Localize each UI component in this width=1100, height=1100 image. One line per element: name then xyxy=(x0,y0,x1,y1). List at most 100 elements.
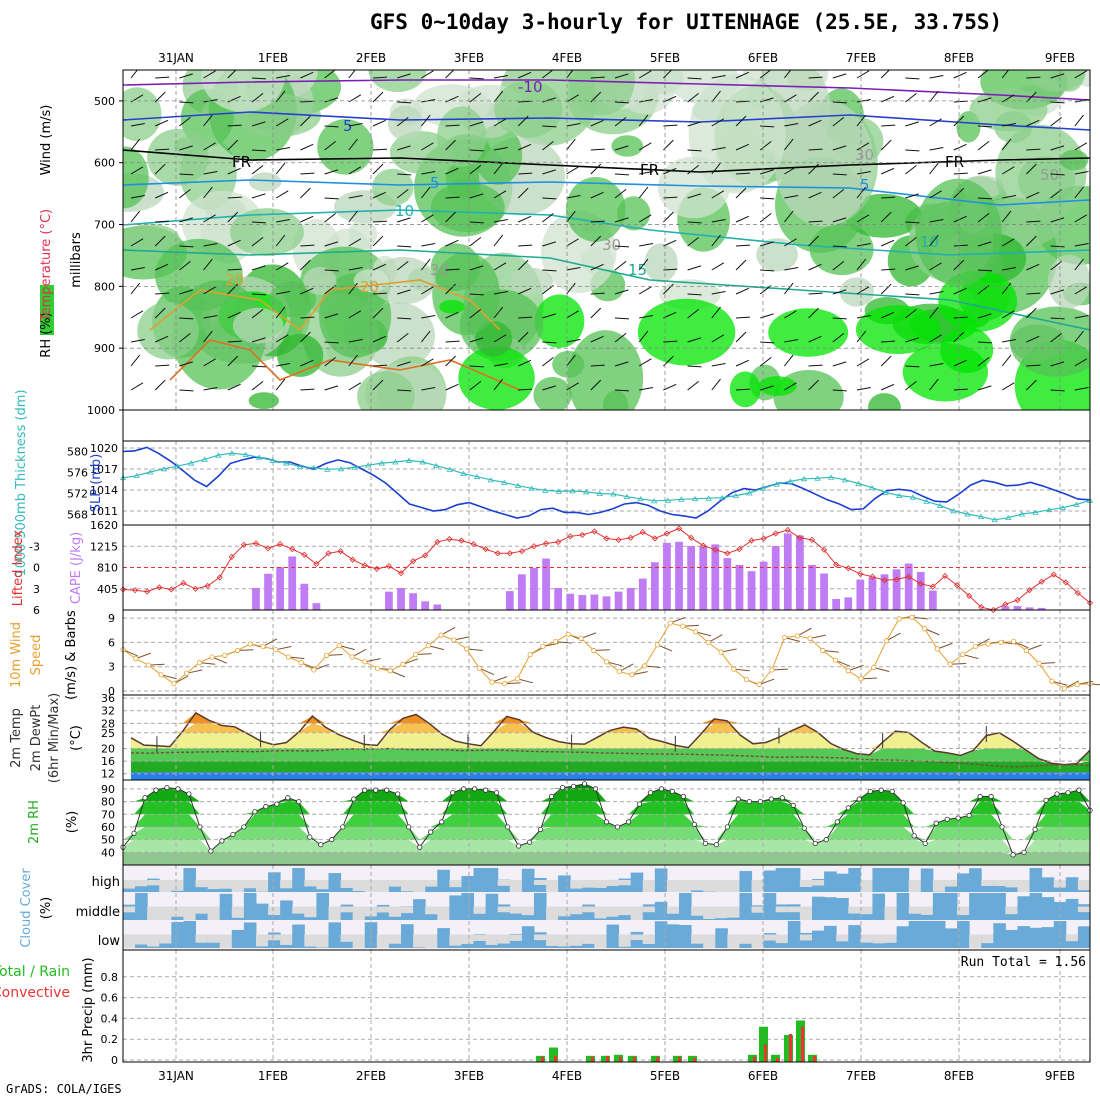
cloud-cell xyxy=(243,922,257,948)
wind-barb xyxy=(905,149,920,152)
lifted-index-point xyxy=(361,562,368,569)
wind-speed-point xyxy=(794,633,800,639)
cloud-partial xyxy=(703,906,716,919)
wind-speed-point xyxy=(463,646,470,652)
wind-speed-point xyxy=(145,662,152,668)
cloud-partial xyxy=(425,906,438,915)
wind-barb xyxy=(687,165,699,175)
cape-bar xyxy=(397,587,405,610)
rh-blob xyxy=(995,124,1087,222)
lifted-index-point xyxy=(156,584,163,591)
lifted-index-point xyxy=(397,570,405,577)
wind-barb xyxy=(977,285,990,295)
wind-barb xyxy=(445,268,460,271)
wind-speed-point xyxy=(273,647,279,653)
wind-barb xyxy=(348,166,362,175)
wind-barb xyxy=(687,365,702,368)
wind-barb xyxy=(929,334,942,343)
wind-speed-point xyxy=(883,638,890,644)
wind-barb xyxy=(1039,662,1056,664)
rh-point xyxy=(581,781,588,787)
precip-ytick: 0.6 xyxy=(101,992,119,1005)
ua-ytick: 1000 xyxy=(87,404,115,417)
lifted-index-point xyxy=(603,535,610,542)
precip-total-bar xyxy=(759,1026,768,1062)
rh-point xyxy=(1010,852,1016,858)
cloud-cell xyxy=(920,868,934,892)
wind-barb xyxy=(880,211,892,223)
wind-barb xyxy=(517,259,529,271)
wind-barb xyxy=(735,244,751,247)
precip-total-bar xyxy=(586,1055,595,1062)
cloud-cell xyxy=(679,925,692,948)
cloud-cell xyxy=(824,897,837,920)
wind-barb xyxy=(348,382,362,391)
wind-barb xyxy=(905,165,917,175)
wind-barb xyxy=(639,99,654,103)
wind-barb xyxy=(1026,364,1041,367)
wind-barb xyxy=(832,289,847,295)
cape-bar xyxy=(904,563,913,610)
wind-barb xyxy=(542,125,557,128)
lifted-index-point xyxy=(1014,597,1021,604)
wind-barb xyxy=(590,91,602,103)
rh-point xyxy=(966,812,972,819)
thickness-point xyxy=(773,481,780,487)
cloud-cell xyxy=(461,875,475,892)
wind-barb xyxy=(856,99,871,103)
wind-barb xyxy=(227,383,241,391)
precip-convective-bar xyxy=(656,1056,659,1062)
precip-total-bar xyxy=(748,1054,757,1062)
wind-barb xyxy=(493,306,504,319)
wind-barb xyxy=(479,667,495,676)
wind-barb xyxy=(203,70,216,79)
wind-barb xyxy=(784,166,797,175)
rh-point xyxy=(768,796,774,802)
cloud-partial xyxy=(207,934,221,943)
rh-point xyxy=(735,796,741,802)
slp-ytick: 1020 xyxy=(90,442,118,455)
contour-label: 5 xyxy=(343,117,353,135)
thickness-point xyxy=(433,462,440,469)
wind-speed-point xyxy=(1036,660,1042,667)
cape-bar xyxy=(747,571,756,610)
wind-barb xyxy=(324,285,336,295)
wind-barb xyxy=(832,317,847,320)
wind-speed-point xyxy=(476,665,482,671)
wind-barb xyxy=(324,241,339,247)
wind-barb xyxy=(977,213,990,223)
wind-barb xyxy=(784,123,799,127)
wind-barb xyxy=(493,378,504,391)
precip-convective-bar xyxy=(554,1055,557,1062)
wind-barb xyxy=(1074,286,1088,295)
cloud-cell xyxy=(183,921,197,948)
rh-point xyxy=(219,838,225,844)
rh-blob xyxy=(868,393,901,410)
ua-ytick: 500 xyxy=(94,95,115,108)
thickness-point xyxy=(828,474,835,480)
wind-speed-point xyxy=(718,649,724,655)
cloud-cell xyxy=(280,900,293,920)
wind-barb xyxy=(421,315,436,319)
lifted-index-point xyxy=(869,573,876,580)
wind-barb xyxy=(227,311,241,319)
wind-barb xyxy=(130,238,144,247)
lifted-index-point xyxy=(373,565,380,572)
wind-barb xyxy=(1002,267,1017,271)
rh-point xyxy=(526,839,533,845)
wind-speed-point xyxy=(972,643,979,650)
wind-speed-point xyxy=(336,643,342,649)
cape-bar xyxy=(409,593,417,610)
date-label-top: 1FEB xyxy=(258,51,288,65)
wind-barb xyxy=(440,627,456,636)
rh-ytick: 70 xyxy=(101,808,115,821)
rh-point xyxy=(669,788,676,795)
wind-barb xyxy=(953,143,967,151)
wind-barb xyxy=(735,331,747,343)
wind-speed-point xyxy=(311,667,317,673)
wind-barb xyxy=(324,125,339,128)
wind-barb xyxy=(154,307,166,319)
wind-barb xyxy=(469,365,484,368)
wind-barb xyxy=(251,149,267,152)
wind-barb xyxy=(808,379,819,391)
